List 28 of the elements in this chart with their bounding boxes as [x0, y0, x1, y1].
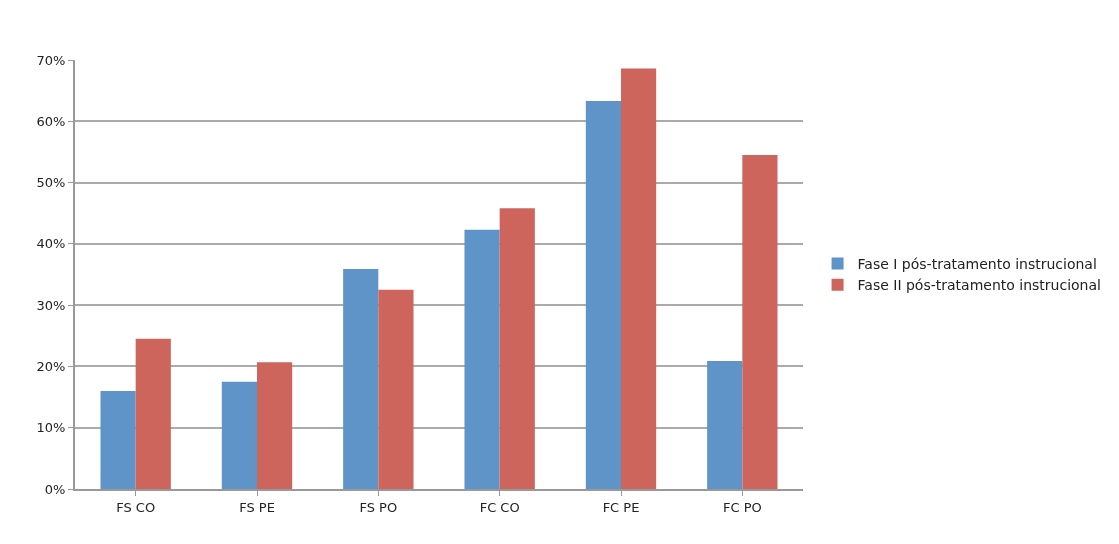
y-tick-label: 50% [36, 175, 66, 191]
y-tick-label: 70% [36, 52, 66, 68]
x-tick-label: FS CO [116, 499, 156, 515]
y-tick-label: 30% [36, 297, 66, 313]
bar [135, 338, 171, 489]
x-tick-label: FC CO [479, 499, 520, 515]
y-tick-label: 0% [44, 481, 66, 497]
x-tick-label: FC PE [602, 499, 640, 515]
legend-label: Fase II pós-tratamento instrucional [857, 277, 1101, 294]
bar [585, 101, 621, 489]
bar [257, 362, 293, 489]
bar [100, 390, 136, 489]
bar [343, 268, 379, 489]
bar [621, 68, 657, 489]
bar [378, 289, 414, 489]
y-tick-label: 40% [36, 236, 66, 252]
legend-label: Fase I pós-tratamento instrucional [857, 256, 1097, 273]
bar [742, 154, 778, 489]
bar [221, 381, 257, 489]
bar [707, 360, 743, 489]
bar [499, 208, 535, 489]
y-tick-label: 60% [36, 113, 66, 129]
x-tick-label: FC PO [722, 499, 762, 515]
y-tick-label: 20% [36, 358, 66, 374]
bar [464, 229, 500, 489]
x-tick-label: FS PO [359, 499, 398, 515]
y-tick-label: 10% [36, 420, 66, 436]
x-tick-label: FS PE [239, 499, 275, 515]
